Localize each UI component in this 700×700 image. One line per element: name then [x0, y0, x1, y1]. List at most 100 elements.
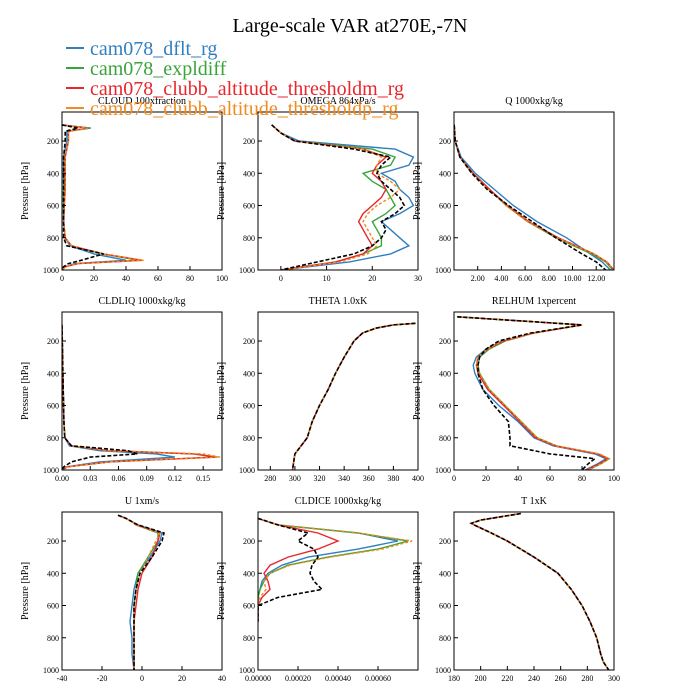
- y-tick-label: 200: [243, 137, 255, 146]
- y-tick-label: 200: [243, 337, 255, 346]
- x-tick-label: 0.15: [196, 474, 210, 483]
- panel-title: OMEGA 864xPa/s: [300, 96, 375, 107]
- x-tick-label: 30: [414, 274, 422, 283]
- y-axis-label: Pressure [hPa]: [412, 162, 423, 220]
- x-tick-label: 200: [475, 674, 487, 683]
- series-line-5: [117, 514, 165, 670]
- x-tick-label: 0.00020: [285, 674, 311, 683]
- x-tick-label: 40: [218, 674, 226, 683]
- x-tick-label: 60: [546, 474, 554, 483]
- series-line-5: [271, 124, 406, 270]
- y-tick-label: 400: [243, 569, 255, 578]
- y-tick-label: 400: [439, 169, 451, 178]
- y-tick-label: 200: [439, 537, 451, 546]
- series-line-1: [117, 514, 163, 670]
- plot-frame: [257, 511, 419, 671]
- series-line-4: [271, 124, 401, 270]
- series-line-1: [271, 124, 415, 270]
- x-tick-label: 80: [578, 474, 586, 483]
- series-line-2: [454, 124, 614, 270]
- y-tick-label: 1000: [239, 466, 255, 475]
- y-tick-label: 1000: [43, 266, 59, 275]
- plot-frame: [61, 311, 223, 471]
- series-line-1: [62, 324, 176, 470]
- x-tick-label: 8.00: [542, 274, 556, 283]
- series-line-1: [469, 512, 610, 670]
- series-line-3: [117, 514, 161, 670]
- panel-title: RELHUM 1xpercent: [492, 296, 576, 307]
- y-tick-label: 1000: [435, 666, 451, 675]
- x-tick-label: 40: [514, 474, 522, 483]
- y-tick-label: 600: [243, 602, 255, 611]
- series-line-2: [291, 322, 416, 470]
- series-line-4: [469, 512, 610, 670]
- x-tick-label: 0: [279, 274, 283, 283]
- x-tick-label: 4.00: [494, 274, 508, 283]
- x-tick-label: 0: [140, 674, 144, 683]
- x-tick-label: 0.09: [140, 474, 154, 483]
- x-tick-label: 0.00000: [245, 674, 271, 683]
- y-tick-label: 400: [47, 369, 59, 378]
- x-tick-label: 0.06: [111, 474, 125, 483]
- y-axis-label: Pressure [hPa]: [20, 162, 31, 220]
- y-tick-label: 800: [243, 634, 255, 643]
- x-tick-label: 100: [216, 274, 228, 283]
- y-tick-label: 200: [439, 137, 451, 146]
- x-tick-label: 20: [178, 674, 186, 683]
- x-tick-label: 20: [482, 474, 490, 483]
- panel-title: CLOUD 100xfraction: [98, 96, 186, 107]
- series-line-4: [454, 124, 614, 270]
- y-axis-label: Pressure [hPa]: [412, 562, 423, 620]
- x-tick-label: 10: [323, 274, 331, 283]
- y-axis-label: Pressure [hPa]: [216, 162, 227, 220]
- legend-label: cam078_clubb_altitude_thresholdp_rg: [90, 98, 398, 120]
- plot-frame: [257, 311, 419, 471]
- x-tick-label: 0.00040: [325, 674, 351, 683]
- plot-frame: [61, 511, 223, 671]
- series-line-5: [291, 322, 416, 470]
- y-tick-label: 800: [47, 234, 59, 243]
- x-tick-label: 0.00060: [365, 674, 391, 683]
- x-tick-label: 40: [122, 274, 130, 283]
- x-tick-label: 20: [90, 274, 98, 283]
- series-line-5: [457, 316, 597, 470]
- y-axis-label: Pressure [hPa]: [412, 362, 423, 420]
- y-tick-label: 200: [47, 337, 59, 346]
- plot-frame: [453, 511, 615, 671]
- panel-title: Q 1000xkg/kg: [505, 96, 563, 107]
- y-tick-label: 800: [47, 634, 59, 643]
- series-line-1: [457, 316, 608, 470]
- y-tick-label: 400: [439, 369, 451, 378]
- series-line-3: [258, 517, 340, 622]
- y-tick-label: 800: [243, 434, 255, 443]
- y-tick-label: 400: [439, 569, 451, 578]
- series-line-5: [62, 124, 104, 270]
- x-tick-label: 300: [289, 474, 301, 483]
- series-line-2: [62, 124, 139, 270]
- x-tick-label: 280: [264, 474, 276, 483]
- series-line-2: [457, 316, 611, 470]
- y-tick-label: 200: [439, 337, 451, 346]
- panel-3: Q 1000xkg/kg Pressure [hPa] 200 400 600 800 10…: [412, 96, 615, 283]
- x-tick-label: 380: [387, 474, 399, 483]
- y-tick-label: 1000: [239, 266, 255, 275]
- series-line-3: [454, 124, 614, 270]
- x-tick-label: 240: [528, 674, 540, 683]
- panel-title: T 1xK: [521, 496, 547, 507]
- x-tick-label: -40: [57, 674, 68, 683]
- series-line-1: [291, 322, 416, 470]
- panel-8: CLDICE 1000xkg/kg Pressure [hPa] 200 400 600…: [216, 496, 419, 683]
- panel-4: CLDLIQ 1000xkg/kg Pressure [hPa] 200 400 600…: [20, 296, 223, 483]
- series-line-1: [62, 124, 127, 270]
- panel-5: THETA 1.0xK Pressure [hPa] 200 400 600 800 100…: [216, 296, 424, 483]
- series-line-4: [62, 324, 221, 470]
- series-line-2: [271, 124, 397, 270]
- plot-frame: [257, 111, 419, 271]
